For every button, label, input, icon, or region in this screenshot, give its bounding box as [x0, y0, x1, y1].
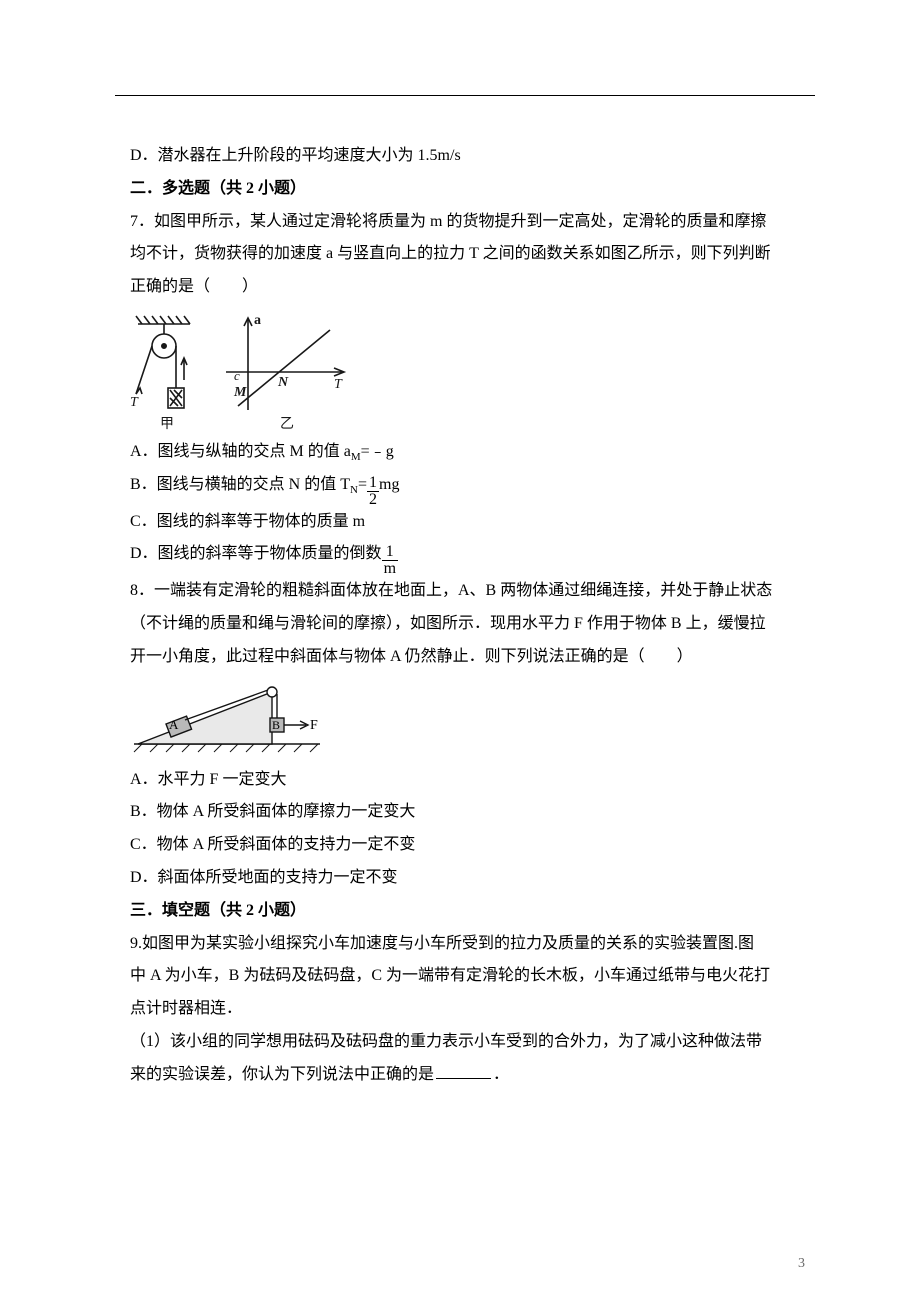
q9-stem-line-1: 9.如图甲为某实验小组探究小车加速度与小车所受到的拉力及质量的关系的实验装置图.… [130, 928, 810, 961]
q7-option-b: B．图线与横轴的交点 N 的值 TN=12mg [130, 469, 810, 506]
page: D．潜水器在上升阶段的平均速度大小为 1.5m/s 二．多选题（共 2 小题） … [0, 0, 920, 1302]
q7-optD-frac-den: m [382, 561, 398, 577]
q8-option-c: C．物体 A 所受斜面体的支持力一定不变 [130, 829, 810, 862]
q7-optB-frac-den: 2 [367, 492, 379, 508]
q7-optB-eq: = [358, 476, 367, 493]
q7-label-N: N [277, 375, 289, 390]
q7-optA-pre: A．图线与纵轴的交点 M 的值 a [130, 443, 351, 460]
q7-stem-line-2: 均不计，货物获得的加速度 a 与竖直向上的拉力 T 之间的函数关系如图乙所示，则… [130, 238, 810, 271]
page-number: 3 [798, 1256, 805, 1272]
content: D．潜水器在上升阶段的平均速度大小为 1.5m/s 二．多选题（共 2 小题） … [130, 80, 810, 1092]
q7-label-M: M [233, 385, 247, 400]
q8-stem-line-2: （不计绳的质量和绳与滑轮间的摩擦），如图所示．现用水平力 F 作用于物体 B 上… [130, 608, 810, 641]
q9-sub1-line-2: 来的实验误差，你认为下列说法中正确的是 ． [130, 1059, 810, 1092]
q7-optA-sub: M [351, 451, 361, 463]
q7-label-jia: 甲 [160, 417, 174, 432]
top-rule [115, 95, 815, 96]
q9-sub1-b-post: ． [493, 1066, 509, 1083]
section-2-heading: 二．多选题（共 2 小题） [130, 173, 810, 206]
q7-optB-frac: 12 [367, 475, 379, 508]
q6-option-d: D．潜水器在上升阶段的平均速度大小为 1.5m/s [130, 140, 810, 173]
q9-sub1-blank [436, 1063, 491, 1078]
q7-stem-line-1: 7．如图甲所示，某人通过定滑轮将质量为 m 的货物提升到一定高处，定滑轮的质量和… [130, 206, 810, 239]
q7-option-a: A．图线与纵轴的交点 M 的值 aM=﹣g [130, 436, 810, 469]
q8-option-d: D．斜面体所受地面的支持力一定不变 [130, 862, 810, 895]
q7-optD-pre: D．图线的斜率等于物体质量的倒数 [130, 545, 382, 562]
q7-label-a: a [254, 313, 261, 328]
q7-label-c: c [234, 368, 240, 383]
q8-option-b: B．物体 A 所受斜面体的摩擦力一定变大 [130, 796, 810, 829]
q8-label-A: A [169, 717, 179, 732]
q7-label-yi: 乙 [280, 416, 294, 432]
q8-stem-line-1: 8．一端装有定滑轮的粗糙斜面体放在地面上，A、B 两物体通过细绳连接，并处于静止… [130, 575, 810, 608]
q7-optB-frac-num: 1 [367, 475, 379, 492]
q7-optD-frac-num: 1 [382, 544, 398, 561]
q7-optB-post: mg [379, 476, 399, 493]
q7-optA-post: =﹣g [361, 443, 394, 460]
q7-optD-frac: 1m [382, 544, 398, 577]
q9-sub1-b-pre: 来的实验误差，你认为下列说法中正确的是 [130, 1066, 434, 1083]
q7-label-T-left: T [130, 395, 139, 410]
section-3-heading: 三．填空题（共 2 小题） [130, 895, 810, 928]
q7-optB-sub: N [350, 484, 358, 496]
q7-label-T-axis: T [334, 377, 343, 392]
q9-sub1-line-1: （1）该小组的同学想用砝码及砝码盘的重力表示小车受到的合外力，为了减小这种做法带 [130, 1026, 810, 1059]
q8-figure: A B F [130, 680, 810, 760]
q7-figure: T 甲 a c M N T 乙 [130, 310, 810, 432]
q7-optB-pre: B．图线与横轴的交点 N 的值 T [130, 476, 350, 493]
q7-option-c: C．图线的斜率等于物体的质量 m [130, 506, 810, 539]
q8-stem-line-3: 开一小角度，此过程中斜面体与物体 A 仍然静止．则下列说法正确的是（ ） [130, 641, 810, 674]
q9-stem-line-3: 点计时器相连． [130, 993, 810, 1026]
q7-option-d: D．图线的斜率等于物体质量的倒数1m [130, 538, 810, 575]
q9-stem-line-2: 中 A 为小车，B 为砝码及砝码盘，C 为一端带有定滑轮的长木板，小车通过纸带与… [130, 960, 810, 993]
q7-stem-line-3: 正确的是（ ） [130, 271, 810, 304]
q8-label-F: F [310, 718, 318, 733]
q8-label-B: B [272, 718, 280, 732]
q8-option-a: A．水平力 F 一定变大 [130, 764, 810, 797]
